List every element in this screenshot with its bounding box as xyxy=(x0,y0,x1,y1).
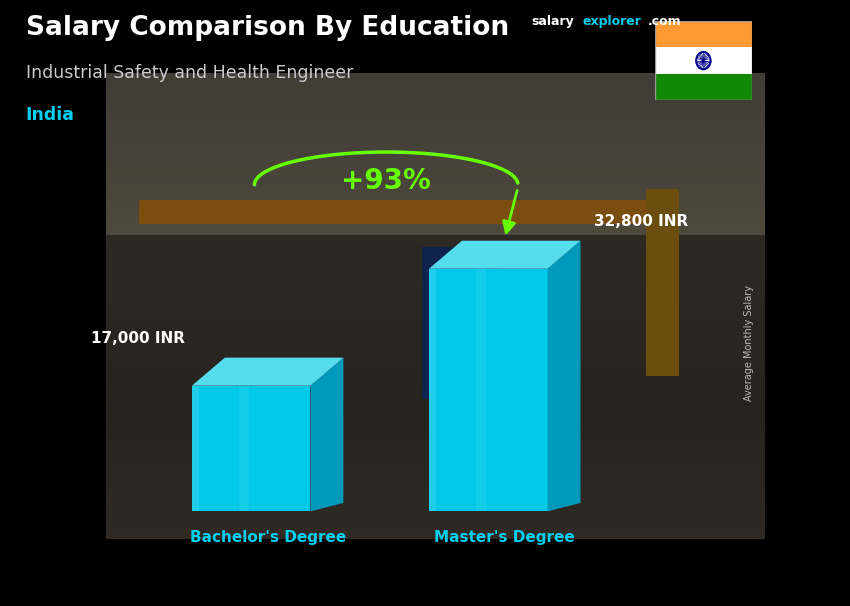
Text: Master's Degree: Master's Degree xyxy=(434,530,575,545)
Bar xyxy=(654,74,752,100)
Polygon shape xyxy=(547,241,581,511)
Text: Salary Comparison By Education: Salary Comparison By Education xyxy=(26,15,508,41)
Polygon shape xyxy=(477,268,486,511)
Polygon shape xyxy=(310,358,343,511)
Text: Average Monthly Salary: Average Monthly Salary xyxy=(744,285,754,401)
Text: 17,000 INR: 17,000 INR xyxy=(91,331,185,346)
Polygon shape xyxy=(240,385,249,511)
Polygon shape xyxy=(429,268,436,511)
Bar xyxy=(654,47,752,74)
Polygon shape xyxy=(429,241,581,268)
Polygon shape xyxy=(192,385,310,511)
Text: India: India xyxy=(26,106,75,124)
Text: Industrial Safety and Health Engineer: Industrial Safety and Health Engineer xyxy=(26,64,353,82)
Polygon shape xyxy=(192,358,343,385)
Text: 32,800 INR: 32,800 INR xyxy=(593,214,688,229)
Text: explorer: explorer xyxy=(582,15,641,28)
Text: .com: .com xyxy=(648,15,682,28)
Text: +93%: +93% xyxy=(342,167,431,196)
Text: salary: salary xyxy=(531,15,574,28)
Polygon shape xyxy=(429,268,547,511)
Polygon shape xyxy=(192,385,199,511)
Text: Bachelor's Degree: Bachelor's Degree xyxy=(190,530,346,545)
Bar xyxy=(654,21,752,47)
